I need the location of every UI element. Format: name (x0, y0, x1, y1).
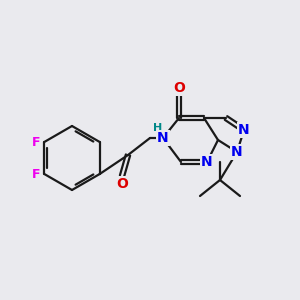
Text: N: N (238, 123, 250, 137)
Text: H: H (153, 123, 163, 133)
Text: F: F (32, 167, 41, 181)
Text: O: O (173, 81, 185, 95)
Text: O: O (116, 177, 128, 191)
Text: F: F (32, 136, 41, 148)
Text: N: N (201, 155, 213, 169)
Text: N: N (231, 145, 243, 159)
Text: N: N (157, 131, 169, 145)
